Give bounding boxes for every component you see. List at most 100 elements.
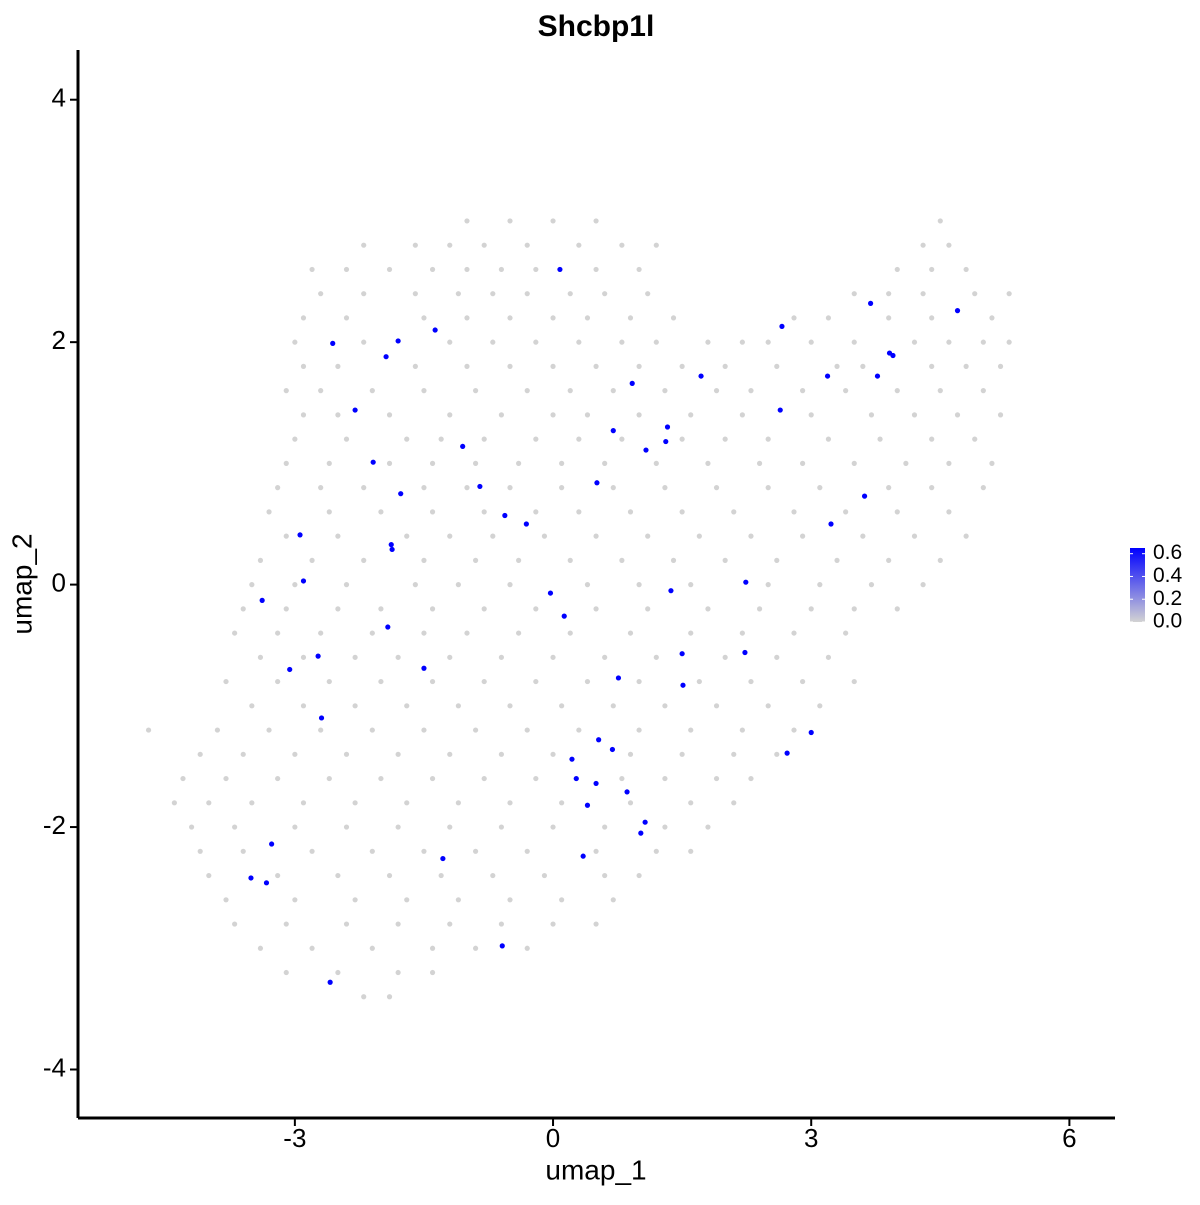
point [335,412,341,418]
point [335,872,341,879]
point [447,751,453,757]
point [421,848,427,854]
point [232,921,238,927]
y-tick-label: 2 [52,325,66,355]
point [395,338,401,344]
point [283,969,289,976]
point [507,218,513,224]
point [547,590,554,596]
point [791,630,797,636]
point [404,800,410,806]
point [593,848,599,854]
point [370,459,376,465]
point [318,715,325,721]
point [335,363,341,369]
point [602,291,608,297]
point [275,630,281,636]
point [559,703,565,709]
point [533,339,539,345]
point [731,751,737,757]
point [679,509,685,515]
point [894,388,900,394]
point [748,775,754,782]
x-tick-label: 0 [546,1123,560,1153]
point [557,266,563,273]
point [447,654,453,660]
point [946,460,952,466]
point [679,651,685,657]
point [664,424,671,430]
point [594,480,600,486]
point [275,775,281,782]
point [197,751,203,757]
colorbar-label: 0.2 [1153,587,1182,610]
point [653,339,659,345]
point [731,509,737,515]
point [688,800,694,806]
point [946,339,952,345]
point [834,557,840,563]
point [455,800,461,806]
point [240,751,246,757]
point [361,339,367,345]
point [386,872,393,879]
point [886,315,892,321]
point [330,340,336,346]
point [765,339,771,345]
point [670,315,677,321]
point [894,509,900,515]
point [777,407,783,413]
point [550,824,556,830]
point [326,509,332,515]
point [645,291,651,297]
point [550,363,556,369]
point [318,485,324,491]
point [266,509,272,515]
point [292,582,298,588]
point [412,291,418,297]
point [335,606,341,612]
point [861,493,868,499]
point [206,872,212,879]
point [834,363,840,369]
point [523,521,529,527]
point [533,436,539,442]
point [223,678,229,685]
point [300,703,307,709]
point [343,315,350,321]
point [576,509,582,515]
point [257,557,264,563]
colorbar-label: 0.6 [1153,541,1182,564]
point [309,557,315,563]
point [361,485,367,491]
point [477,483,483,490]
point [663,438,669,445]
point [624,789,630,795]
point [722,557,728,563]
point [180,775,186,782]
point [421,665,427,671]
point [481,436,487,442]
point [638,830,644,836]
point [937,557,943,563]
point [440,855,446,862]
point [636,872,642,879]
point [300,800,307,806]
point [464,315,470,321]
point [507,582,513,588]
point [868,582,875,588]
point [576,242,582,248]
point [748,678,754,685]
point [997,412,1004,418]
point [259,597,265,603]
x-tick-label: 6 [1062,1123,1076,1153]
point [911,533,918,539]
point [524,242,530,248]
point [395,921,401,927]
point [206,800,212,806]
point [593,780,599,787]
point [533,606,539,612]
point [920,582,926,588]
x-tick-label: -3 [283,1123,306,1153]
point [980,388,986,394]
